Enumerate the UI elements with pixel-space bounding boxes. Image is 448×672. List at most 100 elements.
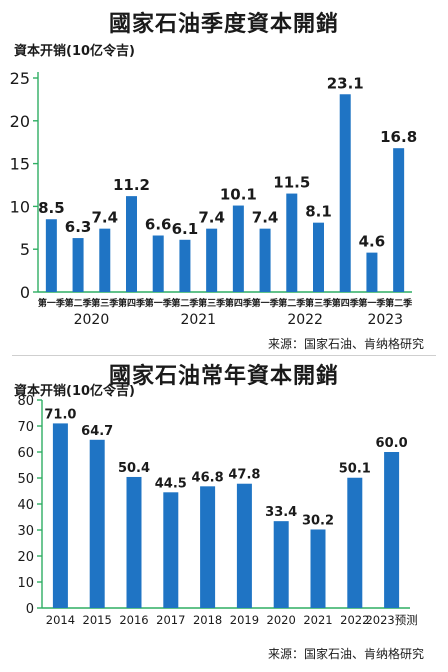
data-label: 11.5 <box>273 174 310 192</box>
chart-title: 國家石油季度資本開銷 <box>108 12 339 37</box>
bar <box>45 219 57 292</box>
x-tick-label: 第一季 <box>358 297 386 309</box>
bar <box>236 483 252 608</box>
y-axis-label: 資本开销(10亿令吉) <box>14 384 135 399</box>
x-tick-label: 第一季 <box>145 297 173 309</box>
data-label: 6.1 <box>172 220 199 238</box>
year-label: 2021 <box>180 312 216 328</box>
data-label: 46.8 <box>192 470 224 485</box>
x-tick-label: 2018 <box>193 613 222 627</box>
chart-title: 國家石油常年資本開銷 <box>108 364 339 389</box>
bar <box>179 239 191 292</box>
x-tick-label: 2016 <box>119 613 148 627</box>
bar <box>286 193 298 292</box>
x-tick-label: 第四季 <box>118 297 146 309</box>
year-label: 2023 <box>367 312 403 328</box>
bar <box>200 486 216 608</box>
y-tick-label: 0 <box>26 602 34 617</box>
y-tick-label: 50 <box>17 472 34 487</box>
bar <box>313 222 324 292</box>
x-tick-label: 第四季 <box>225 297 253 309</box>
bar <box>152 235 164 292</box>
x-tick-label: 第二季 <box>65 297 93 309</box>
x-tick-label: 2021 <box>303 613 332 627</box>
y-tick-label: 10 <box>17 576 34 591</box>
data-label: 23.1 <box>327 74 364 92</box>
bar <box>52 423 68 608</box>
data-label: 7.4 <box>252 209 279 227</box>
x-tick-label: 2020 <box>267 613 296 627</box>
data-label: 7.4 <box>198 209 225 227</box>
data-label: 47.8 <box>228 468 260 483</box>
x-tick-label: 第三季 <box>91 297 119 309</box>
data-label: 7.4 <box>91 209 118 227</box>
data-label: 16.8 <box>380 128 417 146</box>
y-tick-label: 30 <box>17 524 34 539</box>
data-label: 71.0 <box>44 407 76 422</box>
bar <box>273 521 289 608</box>
y-tick-label: 5 <box>20 240 30 259</box>
x-tick-label: 第一季 <box>252 297 280 309</box>
y-axis-label: 資本开销(10亿令吉) <box>14 44 135 59</box>
x-tick-label: 第一季 <box>38 297 66 309</box>
x-tick-label: 第二季 <box>171 297 199 309</box>
source-note: 来源：国家石油、肯纳格研究 <box>267 337 424 351</box>
data-label: 10.1 <box>220 186 257 204</box>
year-label: 2022 <box>287 312 323 328</box>
bar <box>393 148 405 292</box>
y-tick-label: 10 <box>10 197 30 216</box>
bar <box>72 238 84 292</box>
y-tick-label: 25 <box>10 69 30 88</box>
x-tick-label: 2017 <box>156 613 185 627</box>
bar <box>126 476 142 608</box>
bar <box>232 205 244 292</box>
bar <box>89 439 105 608</box>
bar <box>259 228 271 292</box>
y-tick-label: 0 <box>20 283 30 302</box>
bar <box>384 452 400 608</box>
data-label: 4.6 <box>359 233 386 251</box>
data-label: 11.2 <box>113 176 150 194</box>
annual-chart-svg: 0 10 20 30 40 50 60 70 80 71.0 2014 64.7 2015 50.4 201… <box>17 394 417 627</box>
x-tick-label: 2014 <box>46 613 75 627</box>
quarterly-chart-svg: 0 5 10 15 20 25 8.5 第一季 6.3 第二季 7.4 第三季 11.2 第四季 6.6 第一… <box>10 69 418 328</box>
data-label: 6.6 <box>145 216 172 234</box>
data-label: 8.5 <box>38 199 65 217</box>
y-tick-label: 60 <box>17 446 34 461</box>
data-label: 50.4 <box>118 461 150 476</box>
bar <box>126 196 137 292</box>
data-label: 8.1 <box>305 203 332 221</box>
bar <box>339 94 351 292</box>
bar <box>163 492 179 608</box>
x-tick-label: 第二季 <box>385 297 413 309</box>
bar <box>347 477 363 608</box>
y-tick-label: 20 <box>10 112 30 131</box>
data-label: 50.1 <box>339 462 371 477</box>
x-tick-label: 2015 <box>83 613 112 627</box>
x-tick-label: 2019 <box>230 613 259 627</box>
bar <box>310 529 326 608</box>
x-tick-label: 2022 <box>340 613 369 627</box>
year-label: 2020 <box>74 312 110 328</box>
bar <box>206 228 218 292</box>
data-label: 6.3 <box>65 218 92 236</box>
source-note: 来源：国家石油、肯纳格研究 <box>267 647 424 661</box>
x-tick-label: 第三季 <box>198 297 226 309</box>
y-tick-label: 70 <box>17 420 34 435</box>
y-tick-label: 20 <box>17 550 34 565</box>
x-tick-label: 第二季 <box>278 297 306 309</box>
y-tick-label: 40 <box>17 498 34 513</box>
data-label: 60.0 <box>376 436 408 451</box>
data-label: 64.7 <box>81 424 113 439</box>
data-label: 33.4 <box>265 505 297 520</box>
data-label: 30.2 <box>302 513 334 528</box>
x-tick-label: 第三季 <box>305 297 333 309</box>
x-tick-label: 2023预测 <box>365 613 417 627</box>
x-tick-label: 第四季 <box>332 297 360 309</box>
y-tick-label: 80 <box>17 394 34 409</box>
bar <box>366 252 378 292</box>
y-tick-label: 15 <box>10 155 30 174</box>
data-label: 44.5 <box>155 476 187 491</box>
divider <box>12 355 436 356</box>
bar <box>99 228 111 292</box>
